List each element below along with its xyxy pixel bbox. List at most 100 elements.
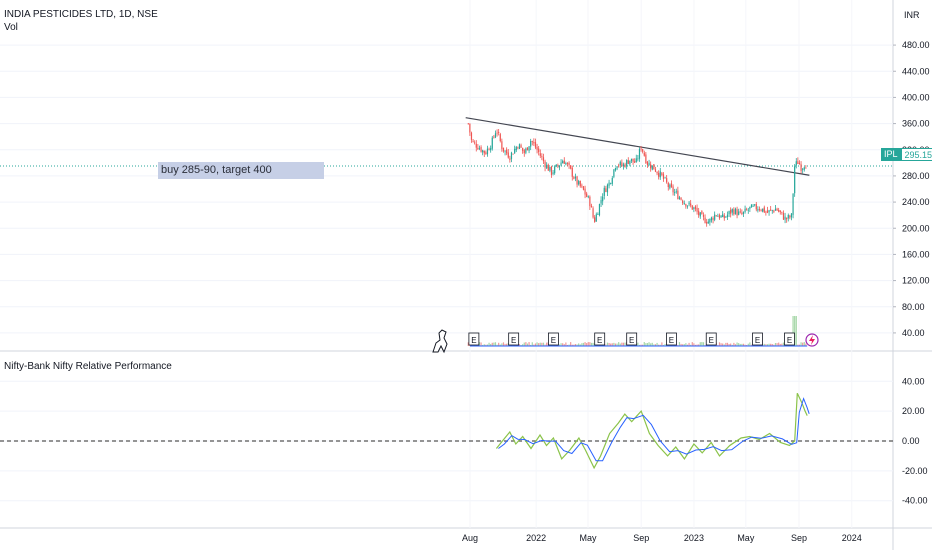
volume-bar: [776, 343, 778, 346]
candle-body: [707, 221, 709, 224]
volume-bar: [800, 342, 802, 346]
earnings-marker-label: E: [551, 336, 556, 345]
annotation-note[interactable]: buy 285-90, target 400: [158, 162, 324, 179]
candle-body: [779, 210, 781, 213]
price-tick-label: 40.00: [902, 328, 925, 338]
indicator-title[interactable]: Nifty-Bank Nifty Relative Performance: [4, 361, 172, 372]
candle-body: [613, 169, 615, 177]
time-tick-label: Sep: [633, 533, 649, 543]
candle-body: [734, 208, 737, 215]
currency-label[interactable]: INR: [904, 10, 920, 20]
volume-bar: [546, 342, 548, 346]
volume-bar: [680, 343, 682, 346]
volume-bar: [525, 342, 527, 346]
volume-bar: [573, 344, 575, 346]
volume-bar: [795, 316, 797, 346]
volume-bar: [779, 343, 781, 346]
candle-body: [630, 158, 633, 162]
candle-body: [774, 208, 777, 211]
candle-body: [480, 147, 482, 152]
price-tick-label: 480.00: [902, 40, 930, 50]
volume-bar: [725, 342, 727, 346]
earnings-marker-box: [626, 332, 638, 346]
candle-body: [542, 157, 545, 162]
earnings-marker-label: E: [669, 336, 674, 345]
relative-performance-signal-line: [498, 397, 810, 462]
candle-body: [667, 182, 669, 188]
volume-bar: [642, 344, 644, 346]
earnings-marker-box: [548, 332, 559, 346]
candle-body: [618, 165, 620, 167]
volume-bar: [723, 344, 725, 346]
volume-bar: [696, 344, 698, 346]
volume-bar: [749, 342, 751, 346]
earnings-marker-label: E: [787, 336, 792, 345]
volume-bar: [770, 343, 772, 346]
candle-body: [544, 161, 546, 168]
candle-body: [594, 217, 596, 222]
volume-bar: [483, 344, 485, 346]
volume-bar: [730, 343, 732, 346]
candle-body: [731, 209, 733, 213]
candle-body: [501, 141, 503, 149]
candle-body: [742, 211, 745, 214]
volume-bar: [638, 344, 641, 346]
candle-body: [472, 140, 474, 142]
candle-body: [603, 187, 605, 196]
volume-bar: [690, 344, 692, 346]
volume-bar: [568, 344, 570, 346]
price-tick-label: 440.00: [902, 66, 930, 76]
price-tick-label: 80.00: [902, 302, 925, 312]
candle-body: [563, 160, 565, 164]
volume-bar: [622, 342, 625, 346]
volume-label[interactable]: Vol: [4, 22, 18, 33]
volume-bar: [496, 344, 498, 346]
candle-body: [541, 156, 543, 158]
candle-body: [682, 200, 684, 204]
volume-bar: [778, 342, 780, 346]
candle-body: [771, 210, 773, 211]
candle-body: [754, 204, 756, 206]
candle-body: [632, 158, 634, 162]
time-tick-label: May: [580, 533, 598, 543]
candle-body: [686, 205, 689, 207]
time-tick-label: 2022: [526, 533, 546, 543]
volume-bar: [586, 343, 588, 346]
candle-body: [701, 211, 703, 215]
volume-bar: [574, 344, 577, 346]
candle-body: [523, 150, 525, 154]
volume-bar: [731, 344, 733, 346]
volume-bar: [794, 316, 796, 346]
volume-bar: [765, 344, 767, 346]
volume-bar: [542, 342, 545, 346]
volume-bar: [771, 344, 773, 346]
candle-body: [766, 210, 769, 213]
candle-body: [706, 222, 708, 224]
volume-bar: [651, 342, 653, 346]
candle-body: [749, 206, 751, 209]
price-tick-label: 400.00: [902, 92, 930, 102]
volume-bar: [782, 342, 785, 346]
candle-body: [776, 208, 778, 211]
candle-body: [685, 204, 687, 207]
candle-body: [651, 165, 653, 170]
candle-body: [750, 204, 753, 208]
candle-body: [659, 171, 661, 178]
earnings-marker-label: E: [471, 336, 476, 345]
candle-body: [646, 161, 649, 166]
volume-bar: [578, 343, 580, 346]
candle-body: [581, 185, 583, 187]
earnings-marker-box: [594, 332, 606, 346]
time-tick-label: May: [737, 533, 755, 543]
volume-bar: [717, 344, 719, 346]
candle-body: [490, 148, 492, 151]
volume-bar: [467, 342, 469, 346]
volume-bar: [616, 343, 618, 346]
candle-body: [658, 173, 660, 177]
time-tick-label: 2024: [842, 533, 862, 543]
time-tick-label: Aug: [462, 533, 478, 543]
volume-bar: [565, 342, 567, 346]
candle-body: [531, 141, 533, 142]
candle-body: [725, 216, 727, 218]
candle-body: [696, 208, 698, 212]
